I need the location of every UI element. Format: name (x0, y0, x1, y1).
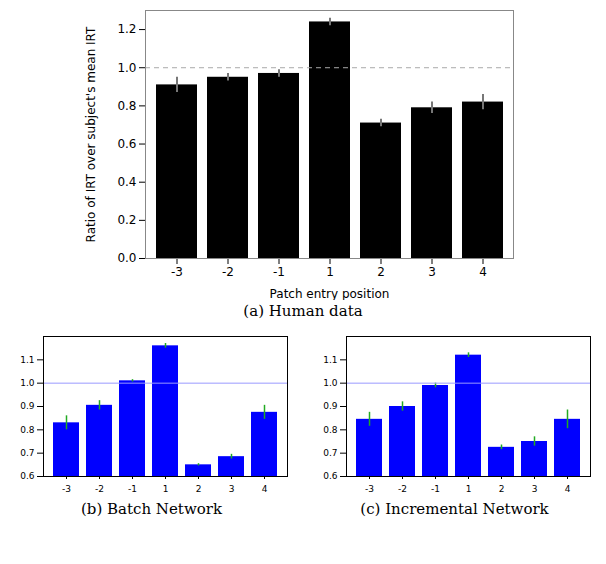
svg-text:Ratio of IRT over subject's me: Ratio of IRT over subject's mean IRT (84, 26, 98, 242)
svg-text:0.6: 0.6 (20, 471, 35, 481)
svg-text:1.1: 1.1 (20, 355, 34, 365)
svg-text:1: 1 (465, 484, 471, 494)
svg-text:-1: -1 (128, 484, 137, 494)
svg-text:-1: -1 (431, 484, 440, 494)
svg-text:-2: -2 (95, 484, 104, 494)
svg-text:3: 3 (531, 484, 537, 494)
svg-text:0.2: 0.2 (117, 213, 136, 227)
svg-text:0.0: 0.0 (117, 251, 136, 265)
svg-text:4: 4 (479, 265, 487, 279)
svg-text:3: 3 (228, 484, 234, 494)
svg-text:1.1: 1.1 (323, 355, 337, 365)
svg-text:1.0: 1.0 (20, 378, 35, 388)
svg-text:0.8: 0.8 (323, 425, 338, 435)
svg-text:-1: -1 (273, 265, 285, 279)
svg-text:0.6: 0.6 (117, 137, 136, 151)
svg-text:0.6: 0.6 (323, 471, 338, 481)
svg-text:0.8: 0.8 (117, 99, 136, 113)
svg-text:1.0: 1.0 (323, 378, 338, 388)
svg-text:-3: -3 (62, 484, 71, 494)
svg-text:2: 2 (195, 484, 201, 494)
svg-text:0.4: 0.4 (117, 175, 136, 189)
svg-text:-3: -3 (171, 265, 183, 279)
svg-text:1: 1 (162, 484, 168, 494)
svg-text:4: 4 (564, 484, 570, 494)
svg-text:0.9: 0.9 (20, 401, 35, 411)
html-text:(c) Incremental Network: (c) Incremental Network (360, 500, 549, 518)
svg-text:1.0: 1.0 (117, 61, 136, 75)
svg-text:-3: -3 (365, 484, 374, 494)
svg-text:3: 3 (428, 265, 436, 279)
html-text:(a) Human data: (a) Human data (243, 302, 363, 320)
svg-text:1: 1 (326, 265, 334, 279)
svg-text:4: 4 (261, 484, 267, 494)
svg-text:-2: -2 (222, 265, 234, 279)
svg-text:Patch entry position: Patch entry position (270, 287, 390, 301)
svg-text:1.2: 1.2 (117, 22, 136, 36)
html-text:(b) Batch Network: (b) Batch Network (81, 500, 222, 518)
svg-text:2: 2 (498, 484, 504, 494)
svg-text:0.7: 0.7 (323, 448, 337, 458)
svg-text:2: 2 (377, 265, 385, 279)
svg-text:0.9: 0.9 (323, 401, 338, 411)
svg-text:-2: -2 (398, 484, 407, 494)
svg-text:0.8: 0.8 (20, 425, 35, 435)
svg-text:0.7: 0.7 (20, 448, 34, 458)
